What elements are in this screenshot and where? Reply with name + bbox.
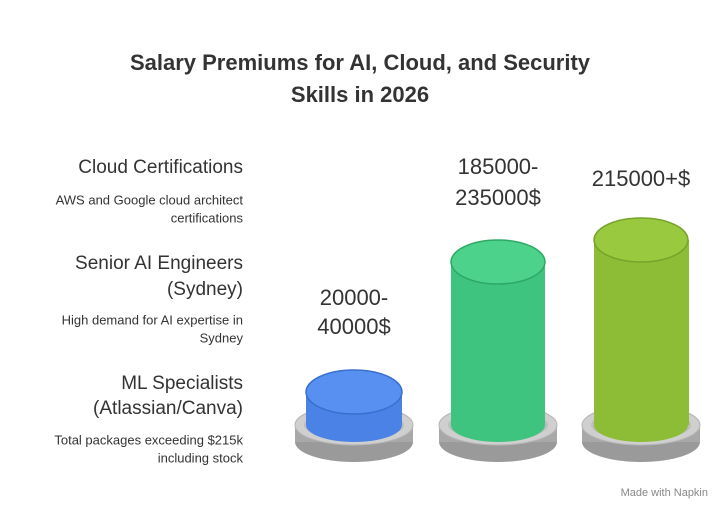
bar-label: 235000$: [455, 185, 541, 210]
bar-label: 215000+$: [592, 166, 691, 191]
item-description: AWS and Google cloud architect: [56, 192, 244, 207]
footer-credit: Made with Napkin: [621, 487, 708, 499]
item-label: Cloud Certifications: [78, 157, 243, 178]
item-label: Senior AI Engineers: [75, 253, 243, 274]
item-description: including stock: [158, 450, 244, 465]
cylinder: [438, 239, 558, 462]
bar-label: 40000$: [317, 314, 390, 339]
item-description: Total packages exceeding $215k: [54, 432, 243, 447]
item-label: ML Specialists: [121, 373, 243, 394]
item-description: Sydney: [200, 330, 244, 345]
item-description: certifications: [171, 210, 244, 225]
cylinder: [581, 217, 701, 462]
title: Salary Premiums for AI, Cloud, and Secur…: [130, 50, 591, 75]
item-label: (Sydney): [167, 279, 243, 300]
cylinder: [294, 369, 414, 462]
item-label: (Atlassian/Canva): [93, 398, 243, 419]
title: Skills in 2026: [291, 82, 429, 107]
bar-label: 185000-: [458, 154, 539, 179]
item-description: High demand for AI expertise in: [62, 312, 243, 327]
bar-label: 20000-: [320, 285, 389, 310]
